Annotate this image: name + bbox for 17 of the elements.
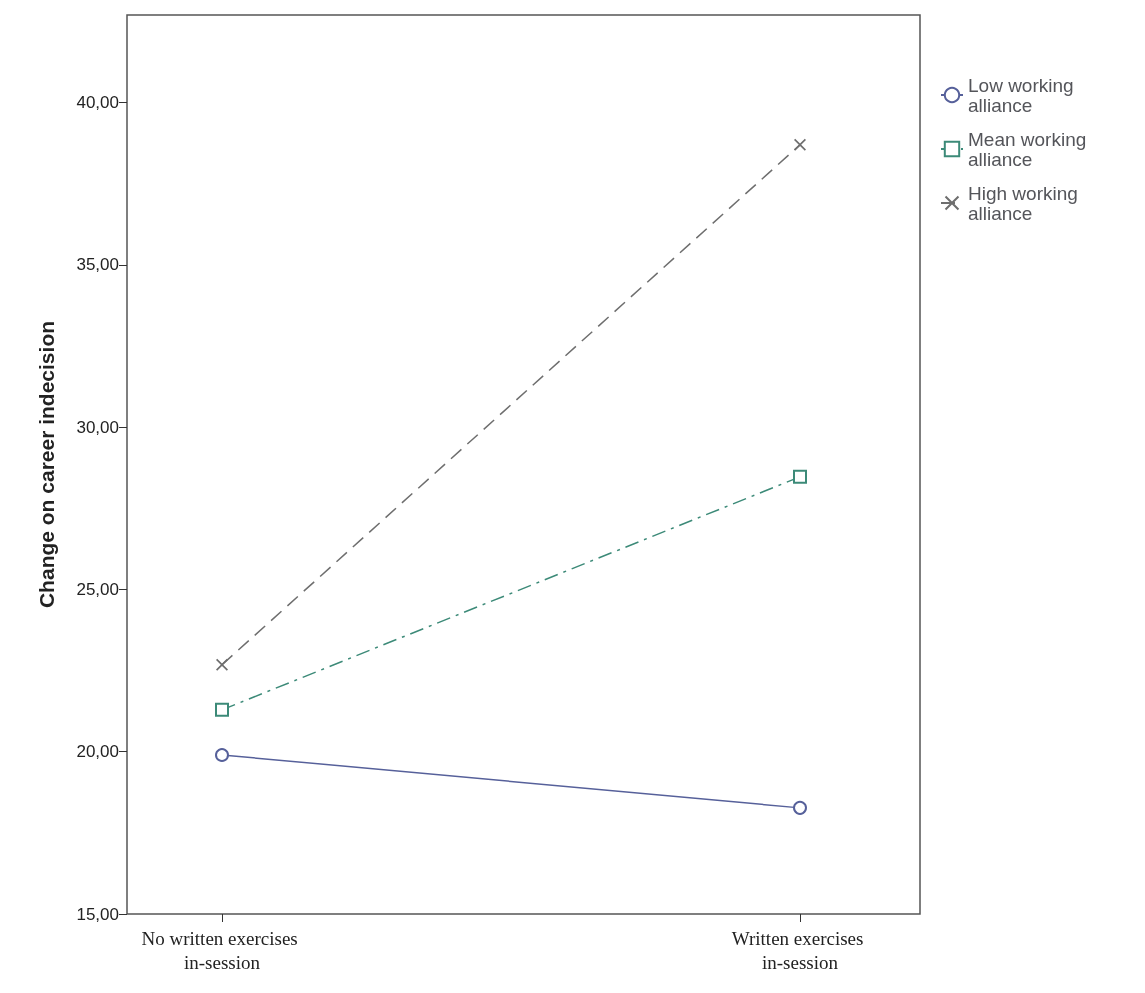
point: [794, 138, 806, 151]
legend-label: Mean working alliance: [968, 128, 1092, 170]
point: [215, 702, 229, 717]
legend-label: High working alliance: [968, 182, 1084, 224]
point: [793, 800, 807, 815]
point: [793, 469, 807, 484]
legend-label: Low working alliance: [968, 74, 1079, 116]
point: [215, 747, 229, 762]
y-tick-label: 15,00: [76, 904, 119, 924]
y-tick-label: 40,00: [76, 93, 119, 113]
y-tick-label: 30,00: [76, 417, 119, 437]
y-tick-label: 35,00: [76, 255, 119, 275]
x-tick-label: Written exercises in-session: [731, 927, 869, 973]
y-axis-title: Change on career indecision: [35, 320, 58, 609]
x-tick-label: No written exercises in-session: [141, 927, 303, 973]
y-tick-label: 25,00: [76, 579, 119, 599]
y-tick-label: 20,00: [76, 742, 119, 762]
